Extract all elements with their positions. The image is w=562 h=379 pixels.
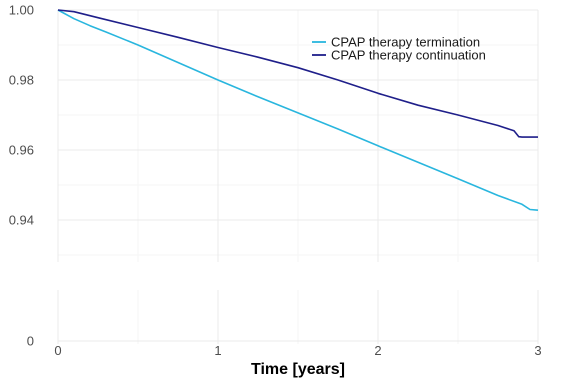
y-tick-label: 0.94 xyxy=(9,213,34,228)
legend-label: CPAP therapy continuation xyxy=(331,48,486,63)
y-tick-label: 1.00 xyxy=(9,3,34,18)
series-lines xyxy=(57,9,539,211)
series-line-termination xyxy=(57,9,539,211)
y-tick-labels: 1.00 0.98 0.96 0.94 0 xyxy=(9,3,34,349)
gridlines xyxy=(57,9,539,344)
x-axis-title: Time [years] xyxy=(251,361,345,378)
x-tick-label: 3 xyxy=(534,343,541,358)
y-tick-label: 0 xyxy=(27,334,34,349)
y-tick-label: 0.98 xyxy=(9,73,34,88)
x-tick-label: 0 xyxy=(54,343,61,358)
y-tick-label: 0.96 xyxy=(9,143,34,158)
x-tick-labels: 0 1 2 3 xyxy=(54,343,541,358)
x-tick-label: 1 xyxy=(214,343,221,358)
legend-label: CPAP therapy termination xyxy=(331,35,480,50)
series-line-continuation xyxy=(57,9,538,138)
x-tick-label: 2 xyxy=(374,343,381,358)
